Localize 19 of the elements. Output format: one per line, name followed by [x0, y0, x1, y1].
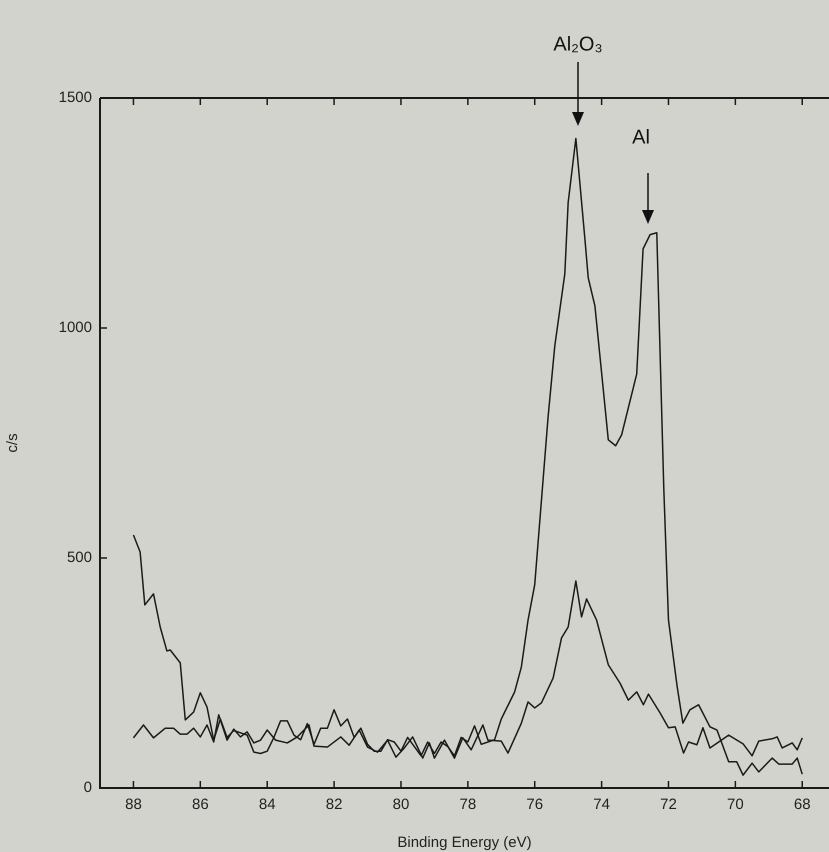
x-tick-label: 68	[794, 796, 811, 814]
y-tick-label: 500	[66, 549, 92, 566]
text: Al₂O₃	[553, 34, 603, 56]
x-tick-label: 80	[392, 796, 410, 814]
x-tick-label: 88	[125, 796, 142, 814]
x-tick-label: 76	[526, 796, 544, 814]
annotation: Al	[632, 126, 650, 149]
x-tick-label: 70	[727, 796, 744, 814]
x-tick-label: 78	[460, 796, 476, 814]
x-tick-label: 74	[593, 796, 610, 814]
x-tick-label: 72	[660, 796, 677, 814]
x-tick-label: 82	[326, 796, 342, 814]
y-tick-label: 1000	[58, 319, 92, 336]
x-tick-label: 84	[258, 796, 276, 814]
x-axis-title: Binding Energy (eV)	[397, 834, 532, 852]
x-tick-label: 86	[192, 796, 209, 814]
y-tick-label: 1500	[58, 89, 92, 106]
y-tick-label: 0	[84, 779, 92, 796]
y-axis-title: c/s	[4, 433, 22, 453]
